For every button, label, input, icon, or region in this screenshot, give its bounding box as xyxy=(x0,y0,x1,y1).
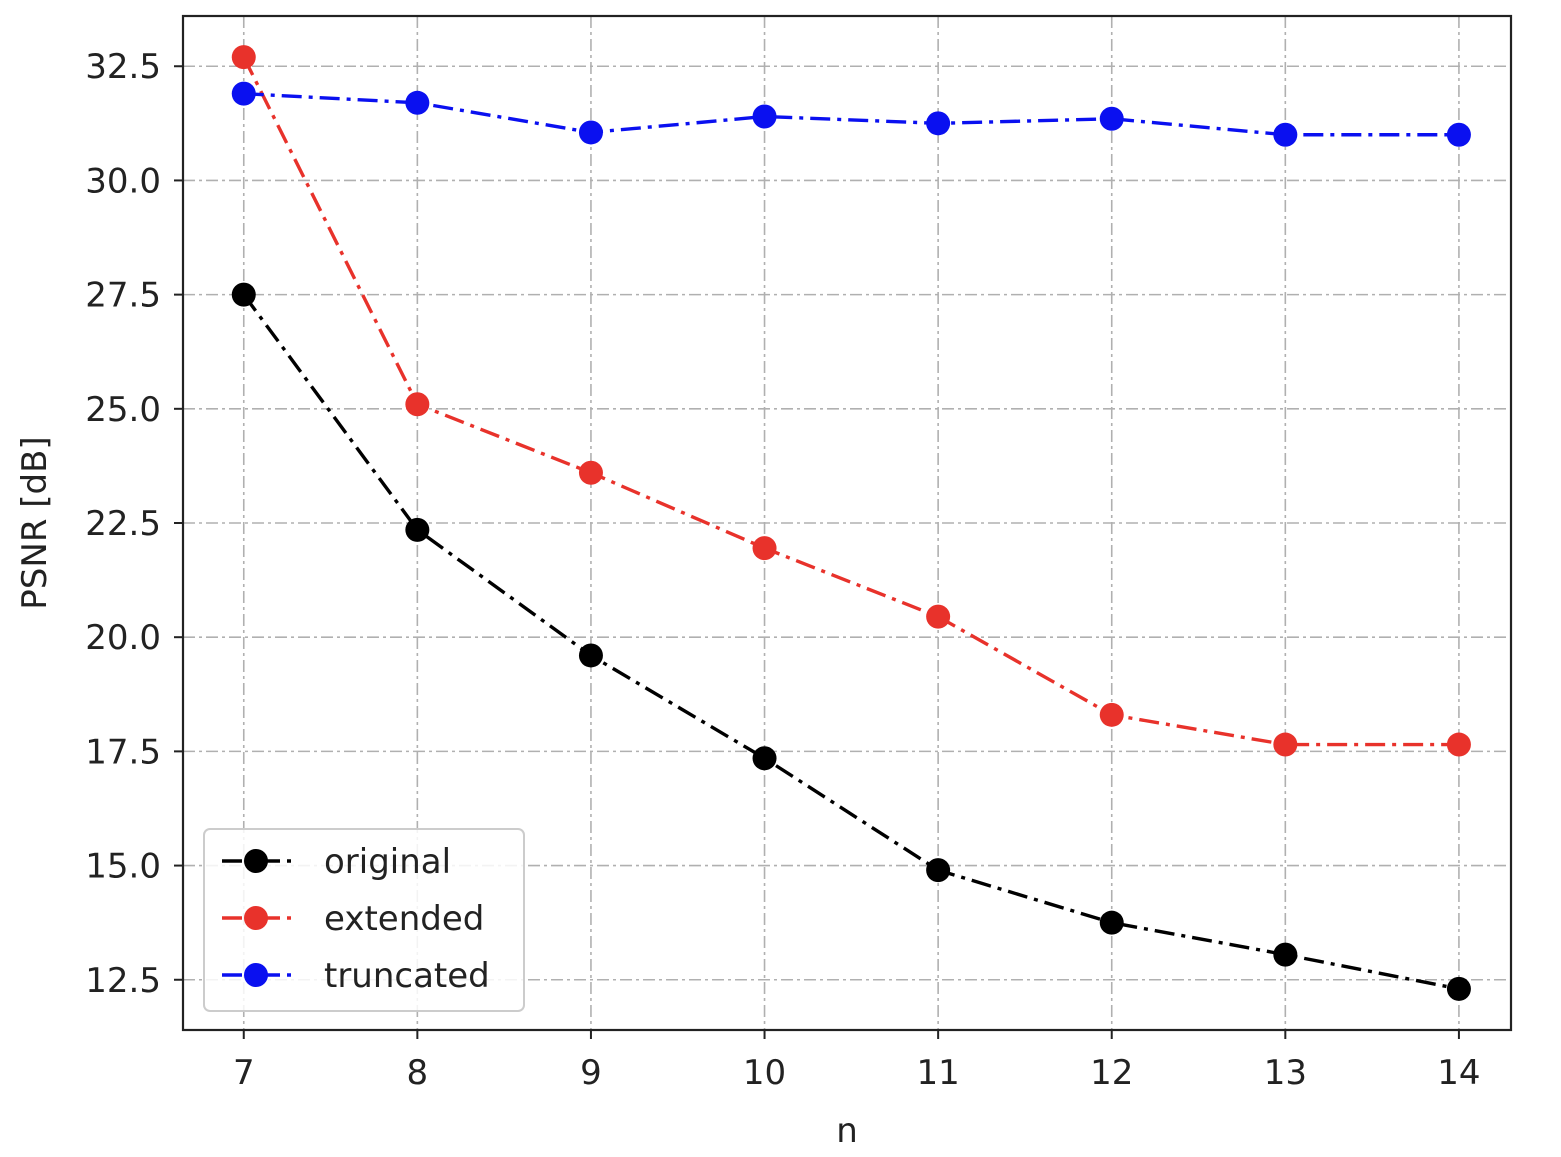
data-point-original xyxy=(1273,942,1298,967)
data-point-truncated xyxy=(231,81,256,106)
y-tick-label: 25.0 xyxy=(85,390,161,430)
data-point-extended xyxy=(578,460,603,485)
data-point-truncated xyxy=(752,104,777,129)
series-line-truncated xyxy=(243,91,1459,137)
data-point-truncated xyxy=(926,111,951,136)
legend: original extended truncated xyxy=(203,828,525,1012)
x-tick-label: 10 xyxy=(743,1053,786,1093)
data-point-extended xyxy=(926,604,951,629)
x-tick-label: 11 xyxy=(917,1053,960,1093)
y-tick-label: 17.5 xyxy=(85,732,161,772)
data-point-original xyxy=(1446,976,1471,1001)
data-point-original xyxy=(405,517,430,542)
data-point-extended xyxy=(405,392,430,417)
series-line-extended xyxy=(242,56,1459,747)
x-axis-label: n xyxy=(836,1111,858,1151)
x-tick-label: 8 xyxy=(407,1053,429,1093)
legend-marker-extended xyxy=(244,906,268,930)
data-point-original xyxy=(231,282,256,307)
x-tick-label: 14 xyxy=(1437,1053,1480,1093)
legend-label-extended: extended xyxy=(324,899,484,939)
axis-ticks: 7 8 9 10 11 12 13 14 12.5 15.0 17.5 20.0 22.5 25.0 27.… xyxy=(85,47,1480,1093)
y-tick-label: 12.5 xyxy=(85,961,161,1001)
data-point-extended xyxy=(1099,702,1124,727)
data-point-extended xyxy=(1273,732,1298,757)
legend-box xyxy=(203,828,525,1012)
data-point-extended xyxy=(752,536,777,561)
data-point-truncated xyxy=(1273,122,1298,147)
data-point-original xyxy=(578,643,603,668)
data-point-truncated xyxy=(578,120,603,145)
y-tick-label: 27.5 xyxy=(85,276,161,316)
data-point-extended xyxy=(1446,732,1471,757)
legend-marker-original xyxy=(244,849,268,873)
y-tick-label: 20.0 xyxy=(85,618,161,658)
x-tick-label: 12 xyxy=(1090,1053,1133,1093)
data-point-original xyxy=(752,746,777,771)
y-axis-label: PSNR [dB] xyxy=(15,436,55,609)
x-tick-label: 9 xyxy=(580,1053,602,1093)
y-tick-label: 30.0 xyxy=(85,161,161,201)
data-point-truncated xyxy=(405,90,430,115)
legend-label-original: original xyxy=(324,842,451,882)
series-line-original xyxy=(242,293,1460,991)
data-point-original xyxy=(926,858,951,883)
y-tick-label: 32.5 xyxy=(85,47,161,87)
x-tick-label: 13 xyxy=(1264,1053,1307,1093)
data-point-original xyxy=(1099,910,1124,935)
series-lines xyxy=(231,45,1471,1001)
legend-label-truncated: truncated xyxy=(324,956,490,996)
legend-marker-truncated xyxy=(244,963,268,987)
data-point-extended xyxy=(231,45,256,70)
data-point-truncated xyxy=(1099,106,1124,131)
data-point-truncated xyxy=(1446,122,1471,147)
x-tick-label: 7 xyxy=(233,1053,255,1093)
y-tick-label: 22.5 xyxy=(85,504,161,544)
y-tick-label: 15.0 xyxy=(85,847,161,887)
